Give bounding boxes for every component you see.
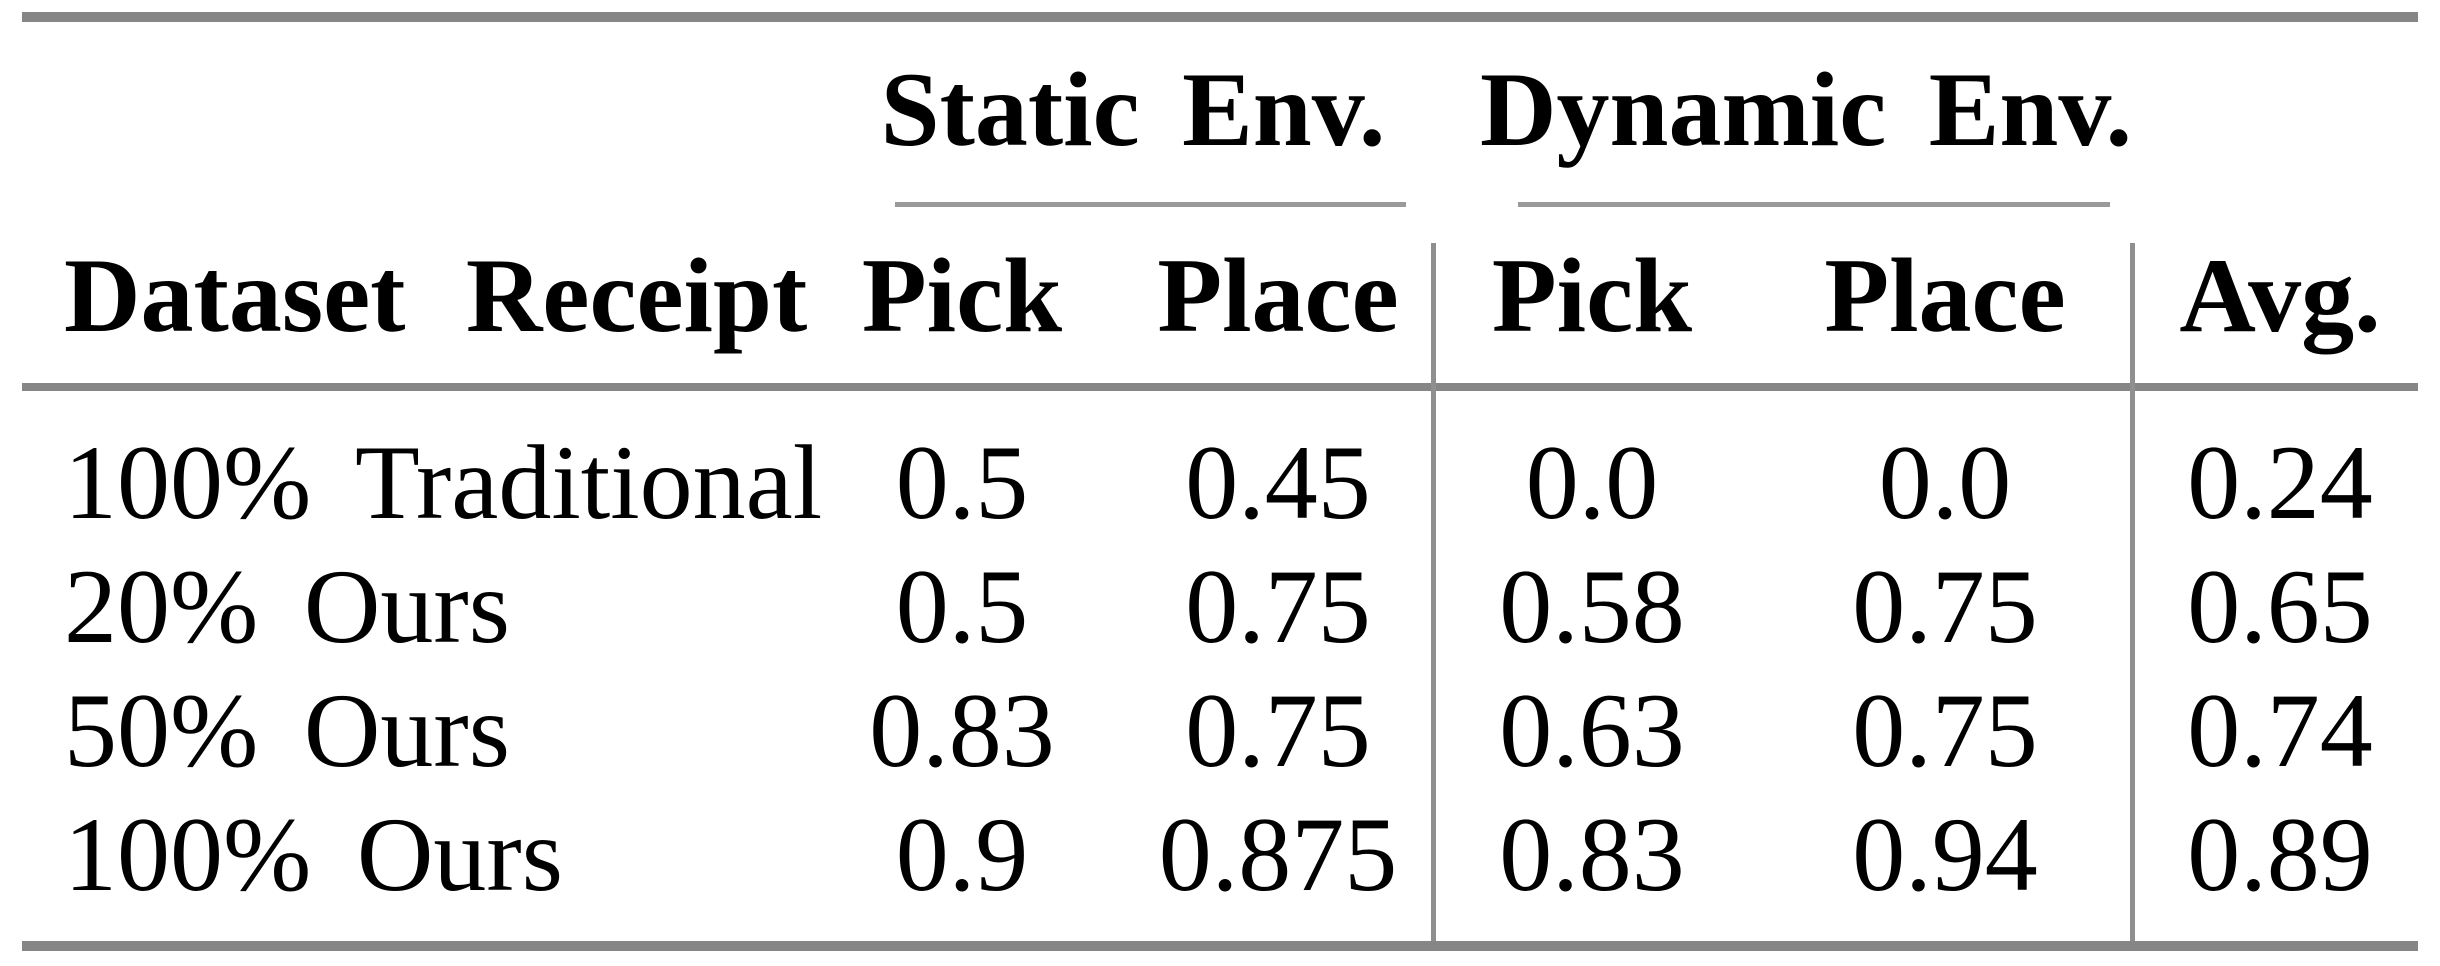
dynamic-pick-value: 0.63 [1499,672,1685,789]
table-header-rule [22,383,2418,391]
column-header-static-place: Place [1157,237,1399,354]
static-place-value: 0.875 [1158,796,1398,913]
row-label: 20% Ours [64,548,510,665]
row-label: 50% Ours [64,672,510,789]
vertical-separator-dynamic-avg [2130,243,2135,941]
table-row: 50% Ours 0.83 0.75 0.63 0.75 0.74 [0,669,2440,793]
table-top-rule [22,12,2418,22]
static-pick-value: 0.5 [895,424,1029,541]
table-row: 20% Ours 0.5 0.75 0.58 0.75 0.65 [0,545,2440,669]
row-label: 100% Ours [64,796,563,913]
column-header-avg: Avg. [2179,237,2381,354]
avg-value: 0.65 [2187,548,2373,665]
dynamic-place-value: 0.94 [1852,796,2038,913]
row-label: 100% Traditional [64,424,823,541]
table-row: 100% Traditional 0.5 0.45 0.0 0.0 0.24 [0,421,2440,545]
static-place-value: 0.45 [1185,424,1371,541]
static-env-underline [895,202,1406,207]
column-header-static-pick: Pick [861,237,1063,354]
static-place-value: 0.75 [1185,672,1371,789]
table-bottom-rule [22,941,2418,951]
avg-value: 0.74 [2187,672,2373,789]
dynamic-place-value: 0.75 [1852,548,2038,665]
static-pick-value: 0.83 [869,672,1055,789]
vertical-separator-static-dynamic [1431,243,1436,941]
static-pick-value: 0.5 [895,548,1029,665]
dynamic-pick-value: 0.0 [1525,424,1659,541]
dynamic-place-value: 0.75 [1852,672,2038,789]
avg-value: 0.24 [2187,424,2373,541]
column-header-dataset-receipt: Dataset Receipt [64,237,808,354]
group-header-static-env: Static Env. [880,51,1386,168]
group-header-dynamic-env: Dynamic Env. [1479,51,2133,168]
table-row: 100% Ours 0.9 0.875 0.83 0.94 0.89 [0,793,2440,917]
dynamic-place-value: 0.0 [1878,424,2012,541]
column-header-dynamic-place: Place [1824,237,2066,354]
dynamic-pick-value: 0.58 [1499,548,1685,665]
dynamic-pick-value: 0.83 [1499,796,1685,913]
dynamic-env-underline [1518,202,2110,207]
column-header-dynamic-pick: Pick [1491,237,1693,354]
static-pick-value: 0.9 [895,796,1029,913]
static-place-value: 0.75 [1185,548,1371,665]
avg-value: 0.89 [2187,796,2373,913]
